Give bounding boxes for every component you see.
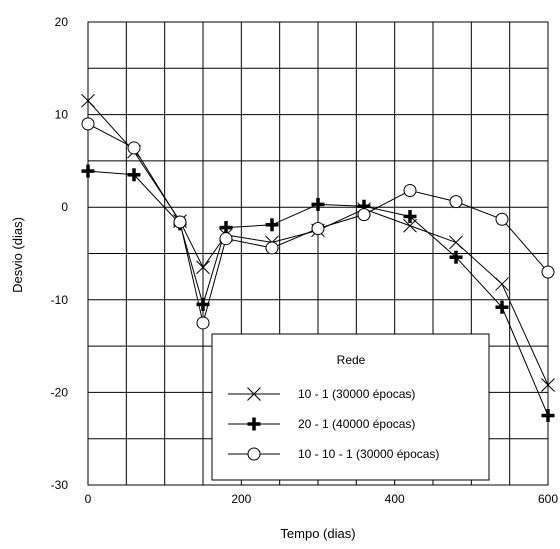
y-tick-label: -10 — [51, 293, 69, 307]
legend-marker — [247, 417, 261, 431]
legend-label: 10 - 10 - 1 (30000 épocas) — [298, 447, 439, 461]
y-tick-label: 20 — [55, 15, 69, 29]
y-tick-label: -30 — [51, 478, 69, 492]
data-point — [127, 168, 141, 182]
data-point — [495, 212, 509, 226]
series-3 — [81, 117, 555, 330]
data-point — [403, 184, 417, 198]
data-point — [403, 218, 417, 233]
x-tick-label: 600 — [538, 492, 558, 506]
data-point — [403, 209, 417, 223]
data-point — [541, 409, 555, 423]
series-layer — [81, 93, 555, 423]
y-tick-label: 0 — [61, 200, 68, 214]
x-tick-label: 400 — [385, 492, 405, 506]
data-point — [127, 141, 141, 155]
axes: 0 200 400 600 -30 -20 -10 0 10 20 — [51, 15, 559, 506]
legend-marker — [247, 387, 261, 401]
legend-marker — [247, 447, 261, 461]
series-line — [87, 170, 549, 416]
data-point — [541, 265, 555, 279]
y-tick-label: -20 — [51, 385, 69, 399]
data-point — [173, 215, 187, 229]
x-axis-title: Tempo (dias) — [280, 526, 355, 541]
legend-title: Rede — [337, 353, 366, 367]
series-line — [87, 123, 549, 324]
data-point — [311, 221, 325, 235]
plot-frame — [87, 21, 549, 486]
x-tick-label: 200 — [231, 492, 251, 506]
data-point — [81, 93, 95, 108]
legend-label: 10 - 1 (30000 épocas) — [298, 387, 415, 401]
legend: Rede 10 - 1 (30000 épocas) 20 - 1 (40000 é… — [211, 333, 490, 481]
data-point — [81, 164, 95, 178]
data-point — [541, 378, 555, 392]
data-point — [196, 260, 210, 275]
y-tick-label: 10 — [55, 108, 69, 122]
x-tick-label: 0 — [85, 492, 92, 506]
data-point — [81, 117, 95, 131]
data-point — [196, 316, 210, 330]
data-point — [219, 232, 233, 246]
data-point — [311, 197, 325, 211]
data-point — [495, 300, 509, 314]
data-point — [449, 235, 463, 250]
data-point — [449, 250, 463, 264]
data-point — [265, 241, 279, 255]
data-point — [357, 208, 371, 222]
data-point — [219, 221, 233, 235]
data-point — [265, 218, 279, 232]
data-point — [495, 277, 509, 291]
data-point — [449, 195, 463, 209]
legend-label: 20 - 1 (40000 épocas) — [298, 417, 415, 431]
y-axis-title: Desvio (dias) — [10, 217, 25, 293]
